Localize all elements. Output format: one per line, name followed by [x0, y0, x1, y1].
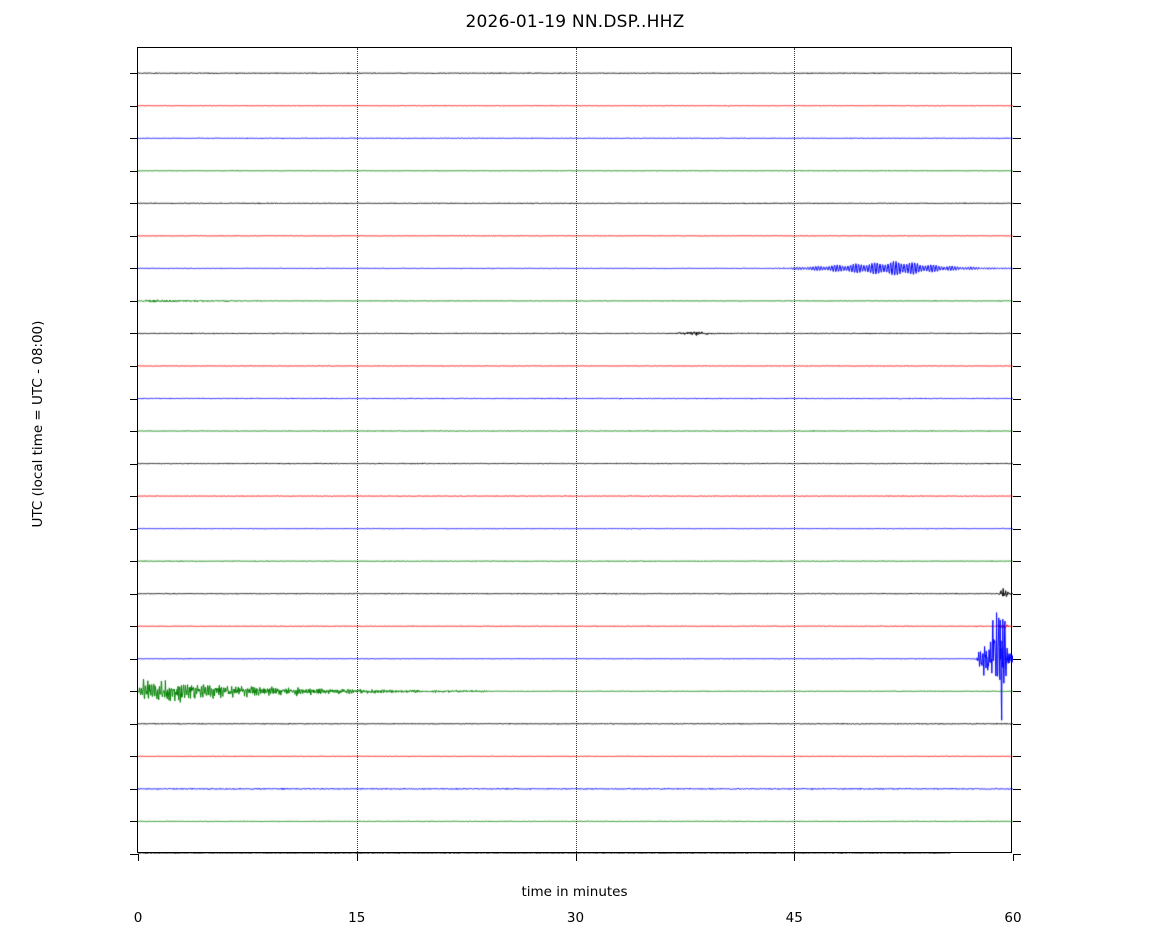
y-tick-right-10	[1013, 398, 1021, 400]
y-tick-right-4	[1013, 203, 1021, 205]
x-tick-30	[575, 854, 577, 861]
y-tick-right-8	[1013, 333, 1021, 335]
y-tick-left-7	[130, 300, 138, 302]
x-tick-45	[794, 854, 796, 861]
y-tick-right-7	[1013, 300, 1021, 302]
x-tick-15	[356, 854, 358, 861]
y-tick-left-12	[130, 463, 138, 465]
y-tick-right-20	[1013, 723, 1021, 725]
y-tick-left-16	[130, 593, 138, 595]
x-label-30: 30	[566, 910, 585, 926]
y-tick-right-15	[1013, 561, 1021, 563]
y-tick-right-1	[1013, 105, 1021, 107]
y-tick-right-12	[1013, 463, 1021, 465]
y-tick-left-13	[130, 496, 138, 498]
y-tick-left-14	[130, 528, 138, 530]
gridline-45min	[794, 48, 796, 854]
y-tick-right-23	[1013, 821, 1021, 823]
y-tick-left-19	[130, 691, 138, 693]
x-tick-60	[1013, 854, 1014, 861]
plot-area: 07:00:0008:00:0009:00:0010:00:0011:00:00…	[130, 47, 1022, 926]
y-tick-right-0	[1013, 73, 1021, 75]
y-tick-left-18	[130, 658, 138, 660]
y-tick-left-11	[130, 431, 138, 433]
x-label-45: 45	[785, 910, 803, 926]
y-tick-right-13	[1013, 496, 1021, 498]
y-tick-right-18	[1013, 658, 1021, 660]
y-tick-right-22	[1013, 788, 1021, 790]
y-tick-right-16	[1013, 593, 1021, 595]
x-axis-title: time in minutes	[521, 884, 628, 900]
y-tick-right-19	[1013, 691, 1021, 693]
y-tick-left-3	[130, 170, 138, 172]
y-tick-left-20	[130, 723, 138, 725]
y-tick-left-1	[130, 105, 138, 107]
y-tick-right-3	[1013, 170, 1021, 172]
x-tick-0	[138, 854, 139, 861]
y-tick-left-0	[130, 73, 138, 75]
y-tick-left-15	[130, 561, 138, 563]
y-tick-left-10	[130, 398, 138, 400]
gridline-30min	[575, 48, 577, 854]
x-label-60: 60	[1004, 910, 1022, 926]
y-tick-right-17	[1013, 626, 1021, 628]
y-tick-left-4	[130, 203, 138, 205]
y-tick-right-14	[1013, 528, 1021, 530]
y-tick-right-21	[1013, 756, 1021, 758]
y-tick-left-23	[130, 821, 138, 823]
y-tick-right-5	[1013, 235, 1021, 237]
y-tick-right-24	[1013, 853, 1021, 855]
y-tick-right-11	[1013, 431, 1021, 433]
y-tick-left-17	[130, 626, 138, 628]
y-tick-left-22	[130, 788, 138, 790]
x-label-0: 0	[133, 910, 143, 926]
y-tick-right-9	[1013, 365, 1021, 367]
y-tick-right-2	[1013, 138, 1021, 140]
y-tick-left-9	[130, 365, 138, 367]
page-title: 2026-01-19 NN.DSP..HHZ	[465, 12, 685, 32]
gridline-15min	[356, 48, 358, 854]
y-tick-left-24	[130, 853, 138, 855]
y-tick-left-6	[130, 268, 138, 270]
y-tick-left-8	[130, 333, 138, 335]
y-tick-left-5	[130, 235, 138, 237]
x-label-15: 15	[348, 910, 366, 926]
y-axis-title: UTC (local time = UTC - 08:00)	[30, 320, 46, 528]
y-tick-right-6	[1013, 268, 1021, 270]
y-tick-left-2	[130, 138, 138, 140]
y-tick-left-21	[130, 756, 138, 758]
